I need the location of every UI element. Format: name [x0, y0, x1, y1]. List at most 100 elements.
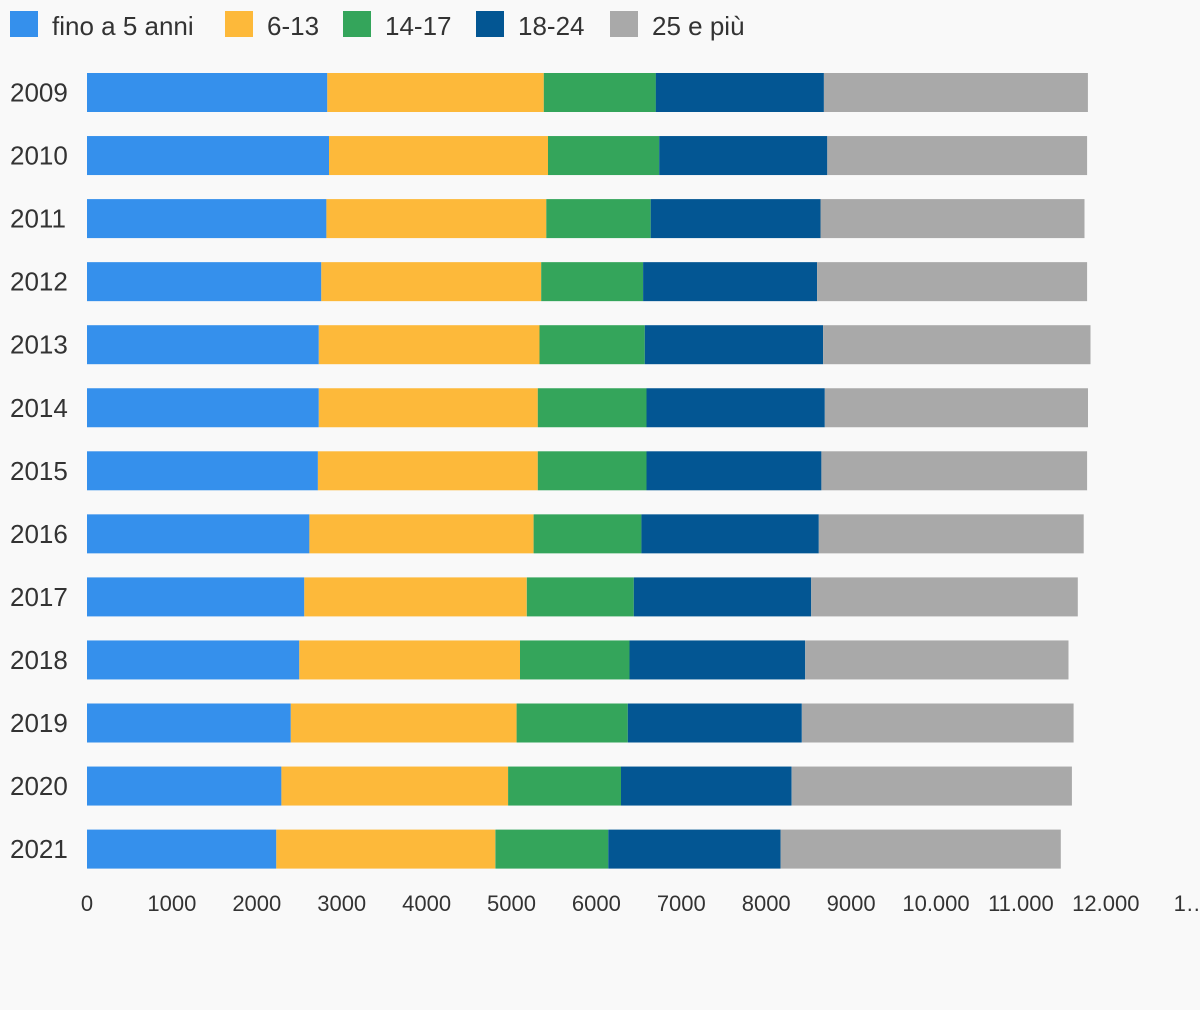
- category-label-2018: 2018: [10, 645, 68, 675]
- bar-2010-series-5: [827, 136, 1088, 176]
- bar-2018-series-4: [629, 640, 806, 680]
- bar-2012-series-5: [817, 262, 1088, 302]
- bar-2021-series-2: [276, 829, 496, 869]
- bar-2017-series-5: [811, 577, 1078, 617]
- bar-row-2009: [87, 73, 1088, 112]
- bar-row-2021: [87, 829, 1061, 869]
- category-label-2021: 2021: [10, 834, 68, 864]
- legend-label-4: 18-24: [518, 11, 585, 41]
- bar-2018-series-5: [805, 640, 1069, 680]
- legend-swatch-4: [476, 11, 504, 37]
- category-label-2016: 2016: [10, 519, 68, 549]
- x-tick-label: 12.000: [1072, 891, 1139, 916]
- x-tick-label: 8000: [742, 891, 791, 916]
- bar-2020-series-1: [87, 766, 282, 806]
- bar-2011-series-2: [326, 199, 547, 239]
- bar-2018-series-1: [87, 640, 300, 680]
- bar-row-2010: [87, 136, 1088, 176]
- value-axis: 0 1000 2000 3000 4000 5000 6000 7000 8000 9000 10.…: [81, 891, 1200, 916]
- legend-label-1: fino a 5 anni: [52, 11, 194, 41]
- bar-2021-series-4: [608, 829, 781, 869]
- x-tick-label: 1000: [147, 891, 196, 916]
- category-label-2010: 2010: [10, 141, 68, 171]
- category-label-2011: 2011: [10, 204, 66, 234]
- bar-row-2012: [87, 262, 1088, 302]
- category-label-2014: 2014: [10, 393, 68, 423]
- bar-2014-series-2: [318, 388, 538, 428]
- category-label-2020: 2020: [10, 771, 68, 801]
- bar-2009-series-5: [823, 73, 1088, 112]
- bar-2017-series-2: [304, 577, 527, 617]
- bar-2021-series-3: [495, 829, 609, 869]
- bar-2020-series-2: [281, 766, 509, 806]
- bar-2013-series-1: [87, 325, 319, 365]
- bar-2014-series-3: [537, 388, 647, 428]
- legend-label-5: 25 e più: [652, 11, 745, 41]
- bar-2019-series-3: [516, 703, 628, 743]
- bar-2012-series-1: [87, 262, 322, 302]
- bar-2020-series-3: [508, 766, 621, 806]
- bar-2009-series-4: [655, 73, 824, 112]
- bar-2013-series-2: [318, 325, 540, 365]
- bar-2017-series-4: [633, 577, 812, 617]
- bar-2009-series-3: [543, 73, 656, 112]
- bar-row-2011: [87, 199, 1085, 239]
- x-tick-label: 0: [81, 891, 93, 916]
- bar-row-2016: [87, 514, 1084, 554]
- bar-2018-series-2: [299, 640, 520, 680]
- bar-2010-series-4: [659, 136, 828, 176]
- bar-2009-series-1: [87, 73, 328, 112]
- bar-2016-series-2: [309, 514, 534, 554]
- category-label-2009: 2009: [10, 78, 68, 108]
- legend-label-3: 14-17: [385, 11, 452, 41]
- bar-2014-series-4: [646, 388, 825, 428]
- bar-2012-series-4: [643, 262, 818, 302]
- bar-2016-series-1: [87, 514, 310, 554]
- legend: fino a 5 anni 6-13 14-17 18-24 25 e più: [10, 11, 745, 41]
- bar-2019-series-2: [290, 703, 517, 743]
- bar-row-2014: [87, 388, 1088, 428]
- bar-row-2013: [87, 325, 1091, 365]
- x-tick-label: 10.000: [902, 891, 969, 916]
- category-label-2017: 2017: [10, 582, 68, 612]
- bar-2009-series-2: [327, 73, 544, 112]
- x-tick-label: 7000: [657, 891, 706, 916]
- bar-2021-series-1: [87, 829, 277, 869]
- bar-2012-series-3: [541, 262, 644, 302]
- bar-2015-series-4: [646, 451, 822, 491]
- bar-2014-series-5: [824, 388, 1088, 428]
- x-tick-label: 2000: [232, 891, 281, 916]
- bar-2016-series-4: [641, 514, 819, 554]
- category-axis: 2009 2010 2011 2012 2013 2014 2015 2016 2017 2018…: [10, 78, 68, 865]
- bar-2015-series-5: [821, 451, 1088, 491]
- legend-swatch-1: [10, 11, 38, 37]
- bar-2016-series-3: [533, 514, 642, 554]
- bar-2011-series-1: [87, 199, 327, 239]
- bar-row-2019: [87, 703, 1074, 743]
- x-tick-label: 4000: [402, 891, 451, 916]
- bar-2013-series-4: [644, 325, 824, 365]
- bar-row-2015: [87, 451, 1088, 491]
- bar-2012-series-2: [321, 262, 542, 302]
- x-tick-label: 9000: [827, 891, 876, 916]
- x-tick-label: 1…: [1174, 891, 1200, 916]
- legend-swatch-3: [343, 11, 371, 37]
- bar-2019-series-5: [801, 703, 1074, 743]
- bar-row-2020: [87, 766, 1072, 806]
- bar-2019-series-1: [87, 703, 291, 743]
- legend-label-2: 6-13: [267, 11, 319, 41]
- bar-2018-series-3: [520, 640, 630, 680]
- legend-swatch-2: [225, 11, 253, 37]
- bar-row-2017: [87, 577, 1078, 617]
- bar-2011-series-5: [820, 199, 1085, 239]
- bar-2010-series-1: [87, 136, 329, 176]
- bar-2015-series-2: [317, 451, 538, 491]
- bar-2017-series-1: [87, 577, 305, 617]
- category-label-2012: 2012: [10, 267, 68, 297]
- x-tick-label: 5000: [487, 891, 536, 916]
- bar-2015-series-3: [537, 451, 647, 491]
- bar-2020-series-5: [791, 766, 1072, 806]
- plot-area: [87, 73, 1091, 869]
